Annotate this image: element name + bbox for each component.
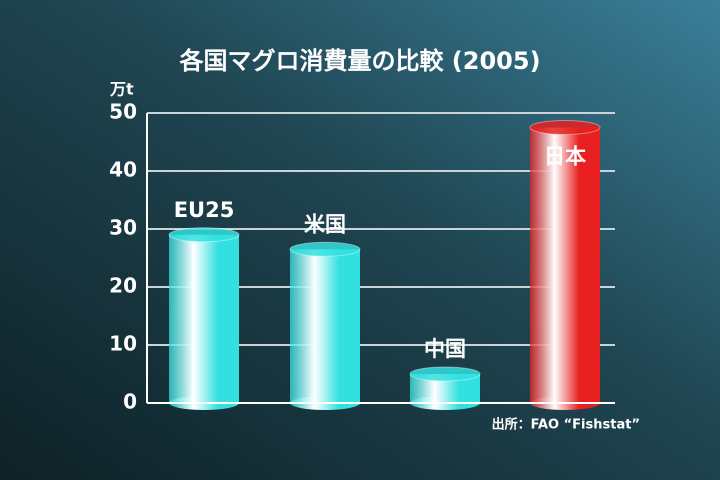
bar bbox=[169, 234, 239, 403]
y-tick-label: 10 bbox=[109, 332, 137, 356]
y-tick-label: 40 bbox=[109, 158, 137, 182]
y-tick-label: 50 bbox=[109, 100, 137, 124]
bar bbox=[290, 249, 360, 403]
category-label: 日本 bbox=[544, 145, 586, 169]
bar bbox=[530, 127, 600, 403]
source-note: 出所：FAO “Fishstat” bbox=[492, 417, 640, 433]
bar-cap bbox=[289, 241, 361, 257]
chart-title: 各国マグロ消費量の比較 (2005) bbox=[178, 47, 540, 75]
category-label: EU25 bbox=[174, 198, 235, 222]
bar-cap bbox=[529, 120, 601, 135]
y-axis-label: 万t bbox=[109, 80, 134, 99]
y-tick-label: 30 bbox=[109, 216, 137, 240]
bar-cap bbox=[168, 227, 240, 243]
category-label: 米国 bbox=[304, 212, 346, 236]
y-tick-label: 0 bbox=[123, 390, 137, 414]
category-label: 中国 bbox=[424, 337, 466, 361]
y-tick-label: 20 bbox=[109, 274, 137, 298]
bar-cap bbox=[409, 366, 481, 382]
